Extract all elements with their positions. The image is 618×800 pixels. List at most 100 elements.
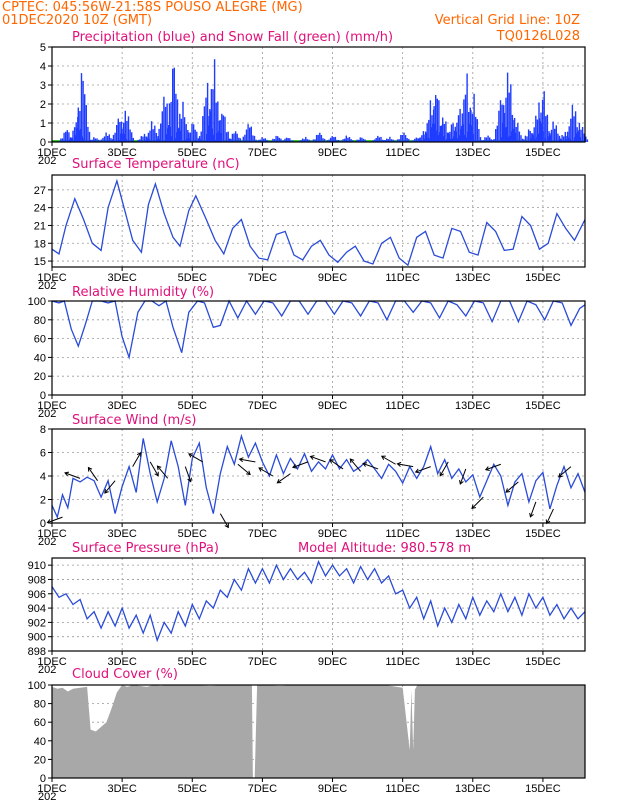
precip-bar (501, 104, 503, 142)
precip-bar (549, 133, 551, 142)
precip-bar (244, 134, 246, 142)
precip-bar (481, 140, 483, 142)
precip-xtick-label: 9DEC (318, 147, 347, 159)
precip-bar (147, 132, 150, 142)
pressure-altitude-label: Model Altitude: 980.578 m (298, 541, 471, 556)
precip-bar (191, 123, 193, 142)
precip-bar (336, 139, 338, 142)
precip-bar (132, 137, 134, 142)
precip-bar (247, 124, 249, 142)
wind-arrow (485, 463, 502, 471)
precip-bar (520, 135, 522, 142)
wind-arrow-head (459, 479, 464, 485)
precip-bar (261, 137, 263, 142)
precip-bar (196, 131, 198, 142)
precip-bar (468, 123, 470, 142)
pressure-series-line (51, 559, 586, 643)
precip-bar (383, 140, 385, 142)
precip-bar (447, 132, 449, 142)
precip-bar (163, 96, 165, 142)
precip-bar (530, 138, 532, 142)
panel-border (51, 428, 586, 524)
precip-bar (239, 138, 242, 142)
precip-title: Precipitation (blue) and Snow Fall (gree… (72, 30, 393, 45)
precip-bar (250, 126, 252, 142)
pressure-xtick-label: 15DEC (525, 656, 561, 668)
precip-bar (390, 139, 393, 142)
precip-bar (444, 140, 446, 142)
precip-bar (552, 121, 554, 142)
precip-bar (187, 130, 189, 142)
pressure-xtick-label: 11DEC (385, 656, 420, 668)
precip-bar (228, 138, 230, 142)
precip-bar (68, 132, 70, 142)
precip-bar (476, 119, 478, 142)
precip-bar (342, 139, 344, 142)
temp-ytick-label: 24 (34, 203, 46, 215)
rh-xtick-label: 7DEC (248, 400, 277, 412)
rh-ytick-label: 60 (34, 334, 46, 346)
precip-bar (326, 140, 329, 142)
precip-bar (423, 138, 425, 142)
precip-bar (221, 113, 223, 142)
precip-bar (505, 97, 507, 142)
wind-arrow-head (246, 470, 251, 476)
precip-bar (277, 136, 279, 142)
precip-bar (435, 140, 437, 142)
precip-bar (70, 137, 73, 142)
precip-bar (192, 124, 195, 142)
cloud-panel: 0 20 40 60 80 100 1DEC 3DEC 5DEC 7DEC 9DEC 11DEC 13D… (28, 680, 586, 800)
wind-arrow-head (154, 471, 159, 477)
precip-ytick-label: 0 (40, 137, 46, 149)
precip-bar (356, 139, 358, 142)
precip-bar (206, 82, 209, 142)
wind-arrow (459, 468, 467, 485)
cloud-ytick-label: 60 (34, 717, 46, 729)
wind-arrow-head (439, 471, 444, 477)
precip-bar (498, 110, 500, 142)
precip-bar (429, 100, 432, 142)
precip-bar (306, 139, 309, 142)
precip-bar (312, 139, 315, 142)
rh-ytick-label: 100 (28, 296, 46, 308)
header-station: CPTEC: 045:56W-21:58S POUSO ALEGRE (MG) (2, 0, 303, 15)
precip-bar (158, 128, 160, 142)
precip-bar (533, 127, 535, 142)
precip-bar (259, 139, 262, 142)
wind-arrow (397, 463, 414, 468)
precip-bar (577, 131, 579, 142)
precip-bar (400, 135, 402, 142)
precip-bar (436, 98, 438, 142)
rh-xtick-label: 11DEC (385, 400, 420, 412)
cloud-xtick-label: 3DEC (107, 783, 136, 795)
precip-bar (175, 132, 178, 142)
wind-arrow-head (529, 512, 534, 518)
precip-bar (249, 127, 251, 142)
precip-bar (487, 135, 489, 142)
precip-bar (287, 138, 289, 142)
pressure-xtick-label: 5DEC (178, 656, 207, 668)
precip-bar (515, 127, 517, 142)
precip-bar (242, 136, 244, 142)
precip-bar (233, 133, 235, 142)
precip-bar (209, 109, 211, 142)
precip-bar (123, 122, 125, 142)
precip-bar (457, 115, 460, 142)
precip-xtick-label: 13DEC (455, 147, 491, 159)
precip-bar (452, 123, 454, 142)
precip-bar (256, 140, 258, 142)
precip-bar (532, 135, 535, 142)
precip-xtick-label: 15DEC (525, 147, 561, 159)
precip-bar (575, 133, 577, 142)
precip-bar (222, 115, 225, 142)
precip-bar (264, 138, 266, 142)
precip-bar (362, 138, 365, 142)
precip-bar (97, 139, 100, 142)
cloud-year-label: 202 (38, 791, 56, 800)
precip-bar (406, 138, 408, 142)
precip-bar (292, 140, 294, 142)
wind-arrow (505, 481, 519, 493)
wind-arrow (277, 473, 291, 484)
cloud-xtick-label: 11DEC (385, 783, 420, 795)
precip-bar (214, 139, 217, 142)
